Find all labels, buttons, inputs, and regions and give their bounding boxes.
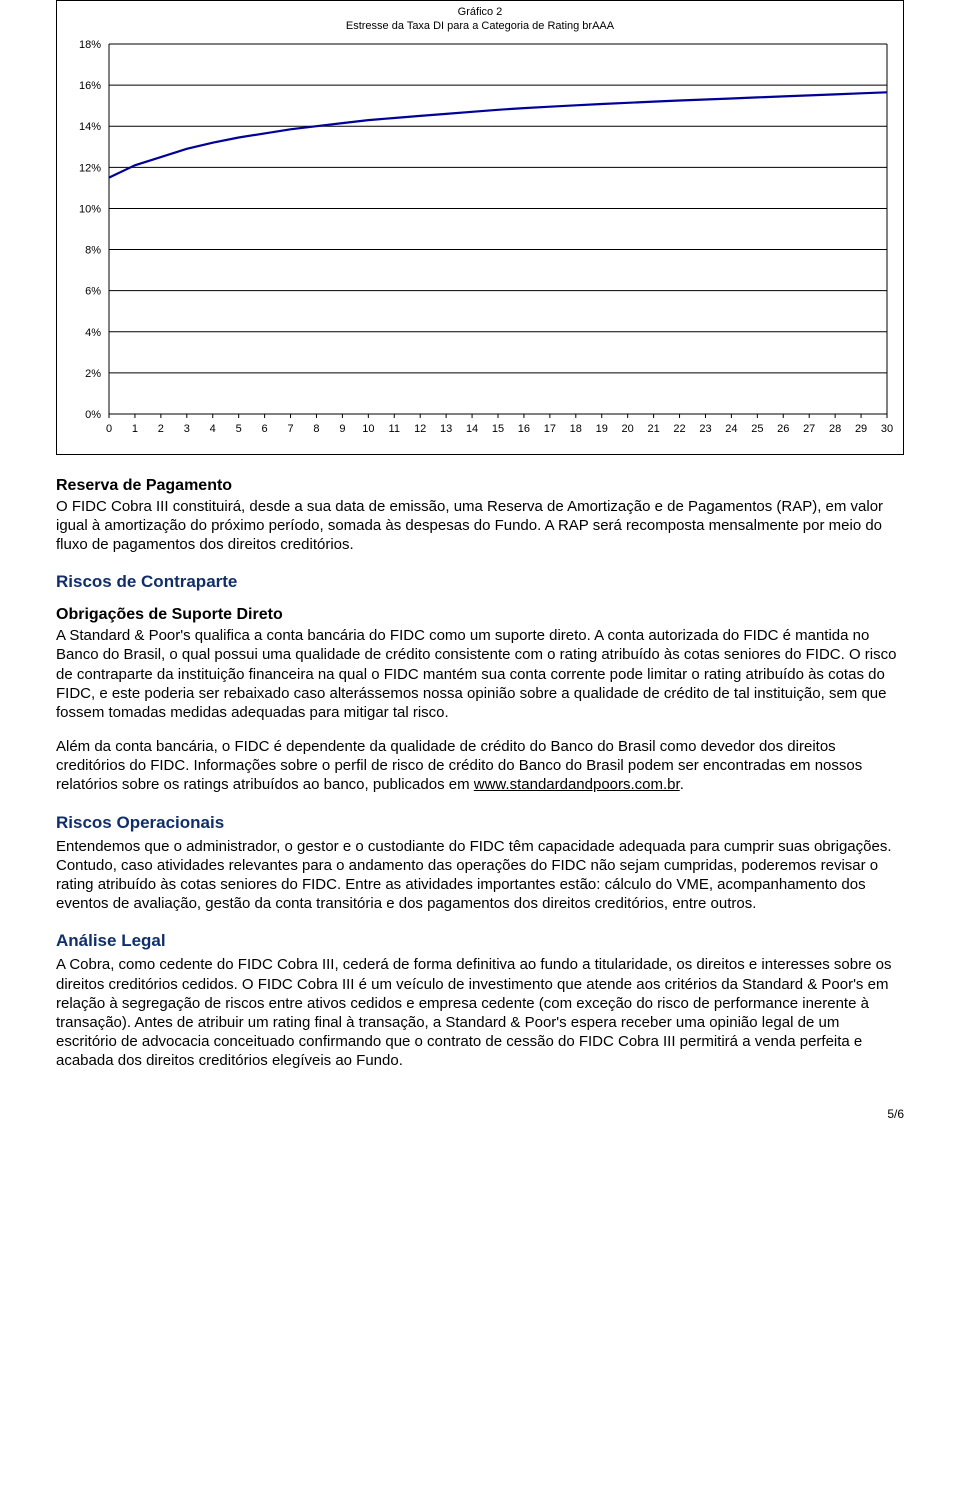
svg-text:15: 15: [492, 423, 504, 435]
svg-text:0%: 0%: [85, 409, 101, 421]
svg-text:20: 20: [622, 423, 634, 435]
chart-container: Gráfico 2 Estresse da Taxa DI para a Cat…: [56, 0, 904, 455]
svg-text:4: 4: [210, 423, 216, 435]
svg-text:12%: 12%: [79, 162, 101, 174]
svg-text:11: 11: [389, 423, 400, 435]
svg-text:1: 1: [132, 423, 138, 435]
svg-text:13: 13: [440, 423, 452, 435]
svg-text:30: 30: [881, 423, 893, 435]
svg-text:4%: 4%: [85, 326, 101, 338]
svg-text:25: 25: [751, 423, 763, 435]
para-analise-legal-1: A Cobra, como cedente do FIDC Cobra III,…: [56, 955, 904, 1070]
para-reserva-1: O FIDC Cobra III constituirá, desde a su…: [56, 497, 904, 555]
svg-text:23: 23: [699, 423, 711, 435]
svg-text:2: 2: [158, 423, 164, 435]
svg-text:28: 28: [829, 423, 841, 435]
svg-text:19: 19: [596, 423, 608, 435]
link-sp-site[interactable]: www.standardandpoors.com.br: [474, 776, 680, 793]
svg-text:16%: 16%: [79, 80, 101, 92]
svg-text:12: 12: [414, 423, 426, 435]
svg-text:10%: 10%: [79, 203, 101, 215]
svg-text:29: 29: [855, 423, 867, 435]
svg-text:3: 3: [184, 423, 190, 435]
svg-text:14%: 14%: [79, 121, 101, 133]
para-contraparte-2: Além da conta bancária, o FIDC é depende…: [56, 737, 904, 795]
svg-text:0: 0: [106, 423, 112, 435]
page-number: 5/6: [56, 1089, 904, 1121]
heading-riscos-op: Riscos Operacionais: [56, 813, 904, 833]
svg-text:22: 22: [673, 423, 685, 435]
svg-text:18: 18: [570, 423, 582, 435]
chart-title-2: Estresse da Taxa DI para a Categoria de …: [57, 19, 903, 33]
svg-text:27: 27: [803, 423, 815, 435]
para-contraparte-2-prefix: Além da conta bancária, o FIDC é depende…: [56, 738, 862, 793]
svg-text:8: 8: [313, 423, 319, 435]
svg-text:9: 9: [339, 423, 345, 435]
chart-title-1: Gráfico 2: [57, 5, 903, 19]
svg-text:18%: 18%: [79, 39, 101, 51]
svg-text:6%: 6%: [85, 285, 101, 297]
svg-text:10: 10: [362, 423, 374, 435]
para-contraparte-1: A Standard & Poor's qualifica a conta ba…: [56, 626, 904, 722]
svg-text:26: 26: [777, 423, 789, 435]
svg-text:8%: 8%: [85, 244, 101, 256]
svg-text:16: 16: [518, 423, 530, 435]
svg-text:24: 24: [725, 423, 737, 435]
para-riscos-op-1: Entendemos que o administrador, o gestor…: [56, 837, 904, 914]
heading-reserva: Reserva de Pagamento: [56, 477, 904, 495]
svg-text:6: 6: [262, 423, 268, 435]
heading-riscos-contraparte: Riscos de Contraparte: [56, 572, 904, 592]
svg-text:5: 5: [236, 423, 242, 435]
para-contraparte-2-suffix: .: [680, 776, 684, 793]
svg-text:7: 7: [287, 423, 293, 435]
svg-text:17: 17: [544, 423, 556, 435]
svg-text:2%: 2%: [85, 367, 101, 379]
line-chart: 0%2%4%6%8%10%12%14%16%18%012345678910111…: [57, 34, 903, 454]
svg-text:21: 21: [647, 423, 659, 435]
subheading-obrigacoes: Obrigações de Suporte Direto: [56, 606, 904, 624]
heading-analise-legal: Análise Legal: [56, 931, 904, 951]
svg-text:14: 14: [466, 423, 478, 435]
